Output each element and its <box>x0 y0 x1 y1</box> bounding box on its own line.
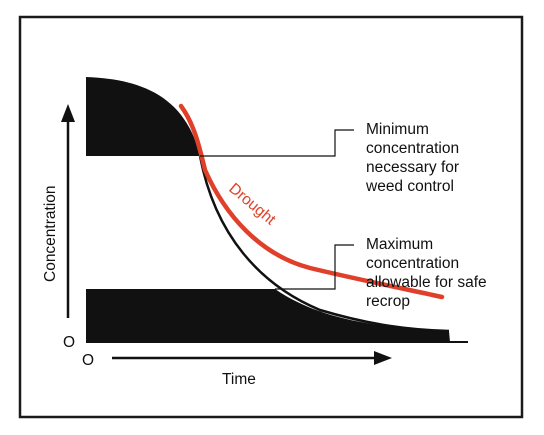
maximum-callout-line-4: recrop <box>366 293 410 310</box>
minimum-callout-line-2: concentration <box>366 140 459 157</box>
lower-black-region <box>86 289 450 342</box>
maximum-callout-line-2: concentration <box>366 255 459 272</box>
drought-label: Drought <box>225 180 279 229</box>
figure-frame <box>18 15 524 419</box>
y-axis-arrowhead <box>61 104 75 122</box>
origin-y-label: O <box>63 334 75 351</box>
minimum-threshold-line <box>200 129 354 157</box>
x-axis-arrowhead <box>374 351 392 365</box>
upper-black-region <box>86 77 200 156</box>
minimum-callout-line-4: weed control <box>365 178 454 195</box>
maximum-callout-line-3: allowable for safe <box>366 274 487 291</box>
normal-dissipation-curve <box>198 155 450 333</box>
maximum-callout-line-1: Maximum <box>366 236 433 253</box>
minimum-callout-line-1: Minimum <box>366 121 429 138</box>
minimum-callout-line-3: necessary for <box>366 159 459 176</box>
drought-dissipation-curve <box>178 103 445 300</box>
x-axis-label: Time <box>222 371 256 388</box>
maximum-threshold-line <box>275 244 354 290</box>
origin-x-label: O <box>82 352 94 369</box>
y-axis-label: Concentration <box>42 185 59 282</box>
